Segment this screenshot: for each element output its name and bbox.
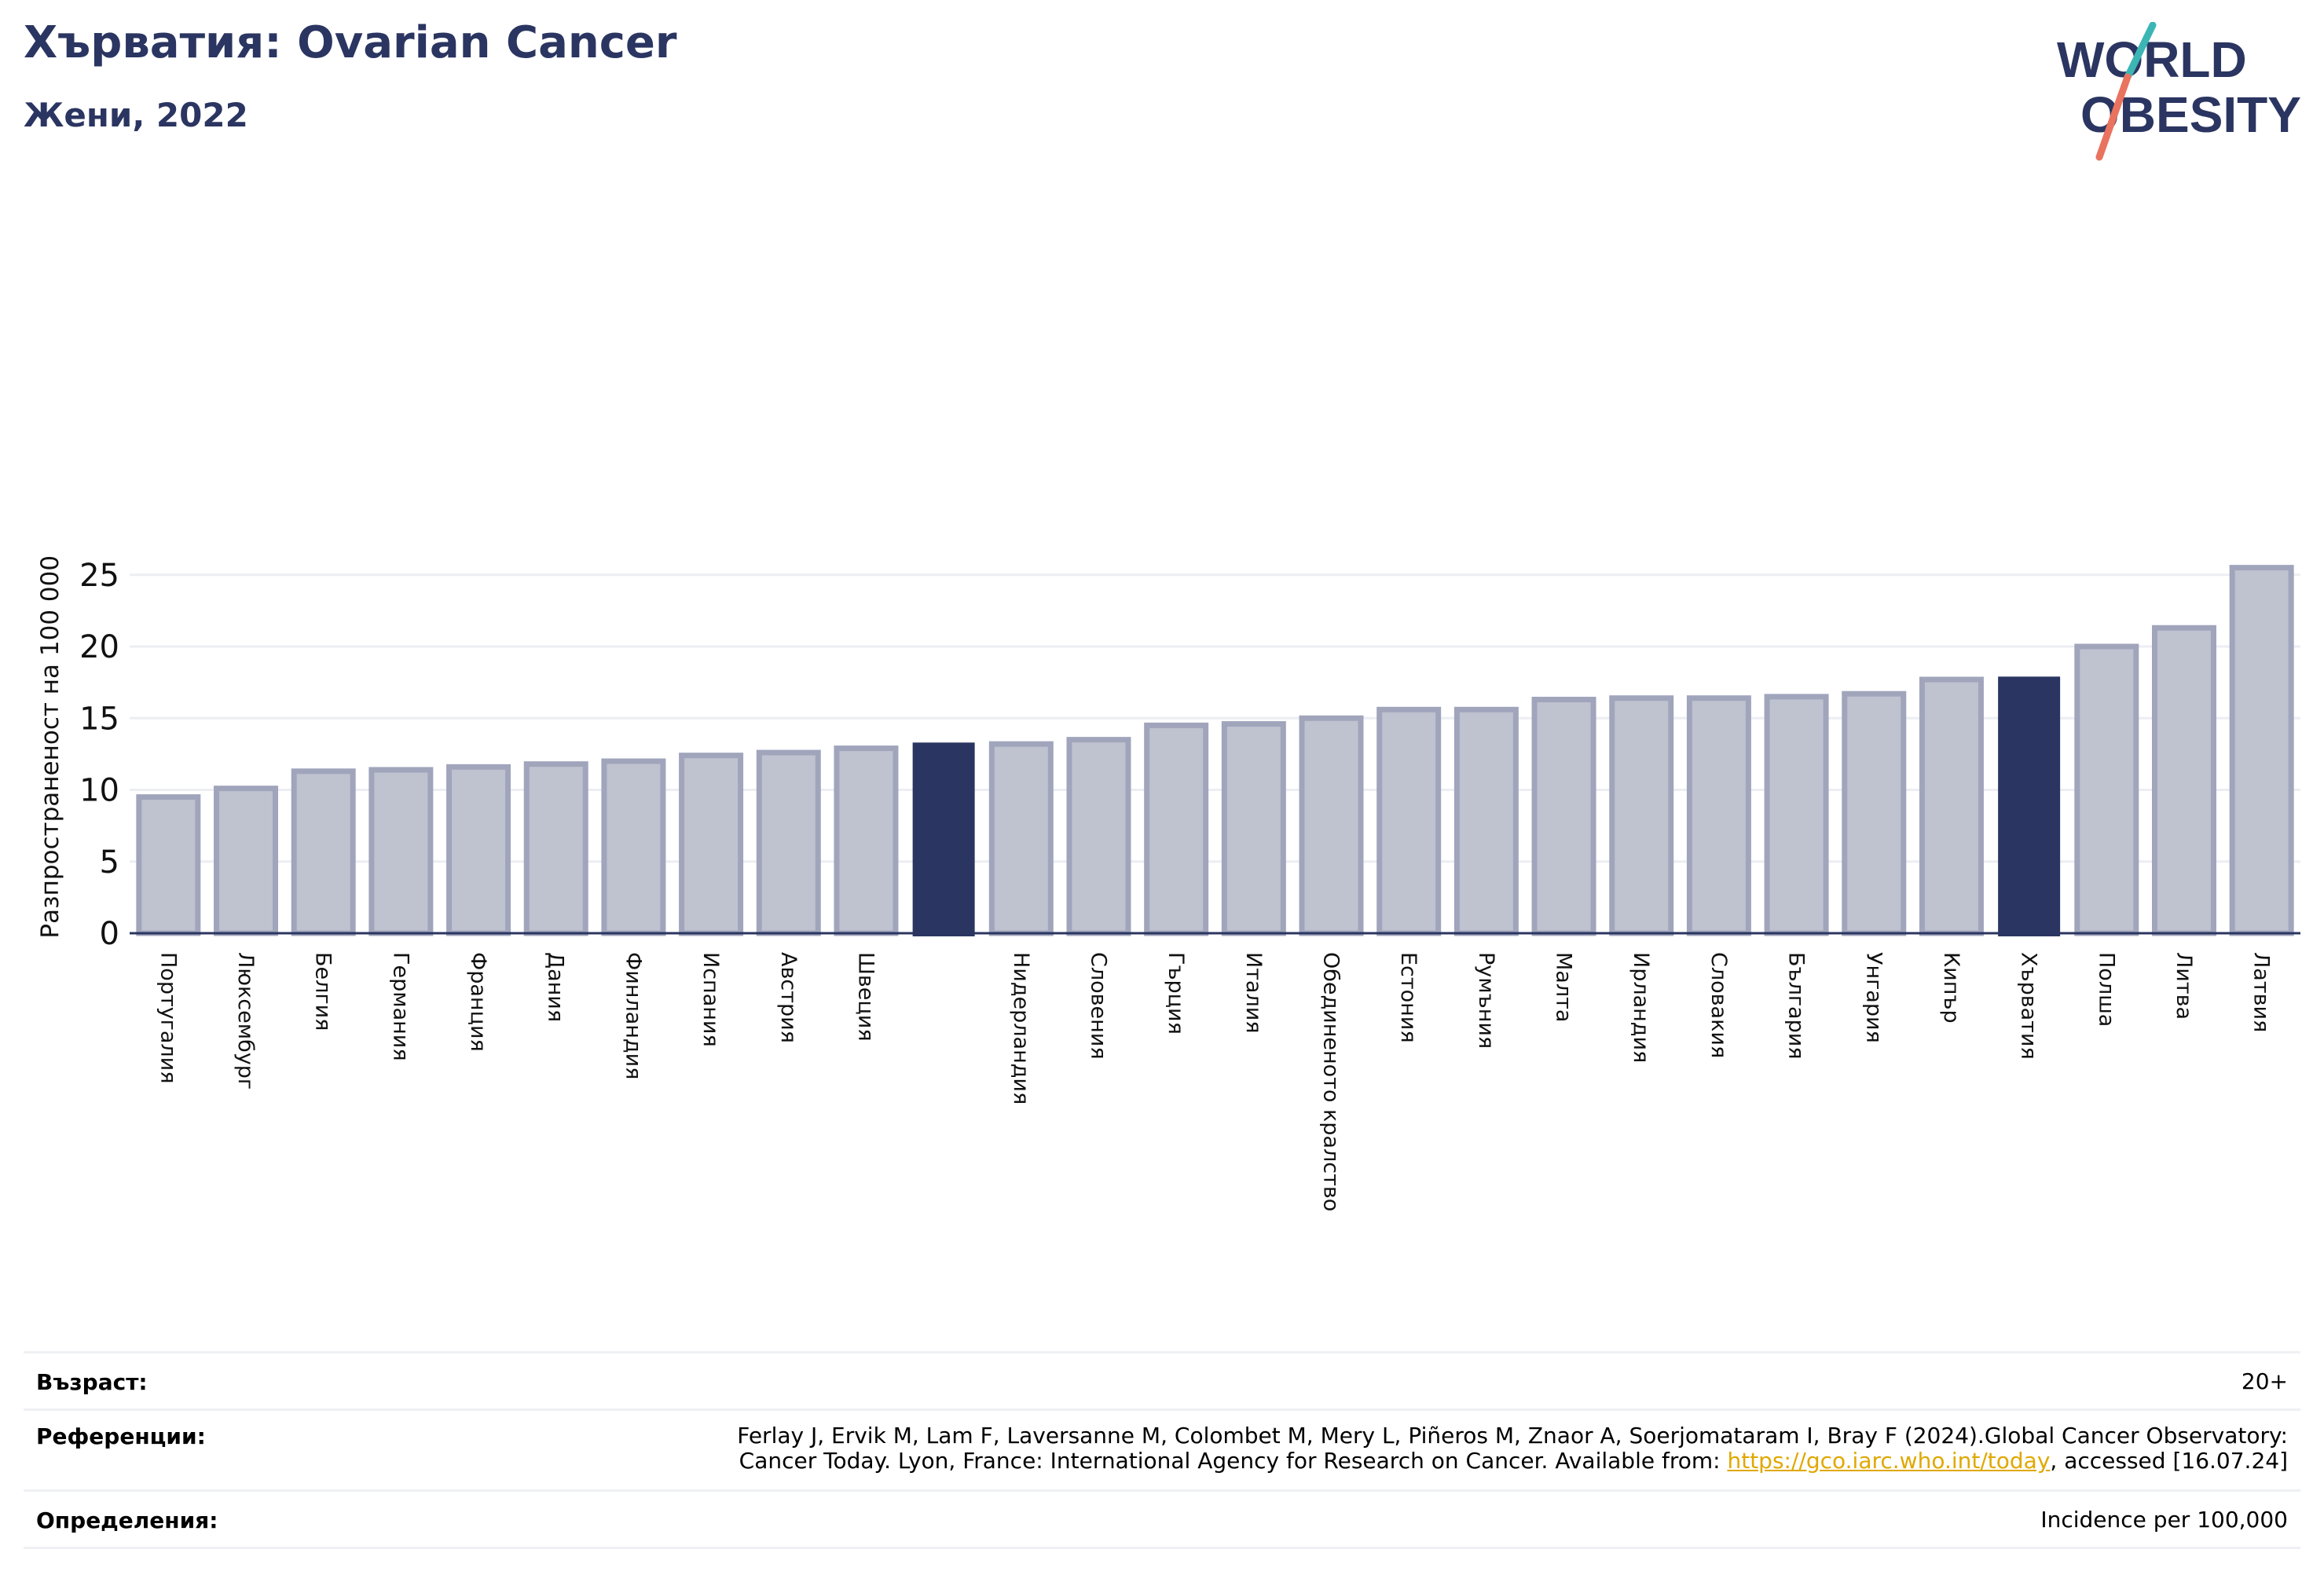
bar [1919,676,1984,936]
x-tick-label: Обединеното кралство [1319,952,1343,1211]
y-tick-label: 25 [79,558,119,594]
y-axis-label: Разпространеност на 100 000 [36,555,64,939]
bar [1376,706,1442,936]
logo-slash-top [2124,22,2157,81]
x-tick-label: Хърватия [2017,952,2041,1060]
x-tick-label: Естония [1396,952,1420,1043]
logo-word-world: WORLD [2057,31,2247,88]
bar [988,741,1054,936]
y-tick-label: 10 [79,773,119,809]
x-tick-label: България [1784,952,1809,1060]
bar [214,786,279,936]
x-tick-label: Испания [698,952,723,1047]
bar-highlighted [1998,676,2061,936]
y-tick-label: 20 [79,629,119,665]
age-value: 20+ [2241,1368,2288,1394]
bar [1609,695,1674,936]
definitions-row: Определения: Incidence per 100,000 [24,1489,2300,1549]
bar [291,768,356,936]
x-tick-label: Гърция [1164,952,1188,1035]
references-line-2: Cancer Today. Lyon, France: Internationa… [737,1449,2288,1474]
bar [368,767,434,936]
logo-slash-bottom [2095,73,2132,161]
x-tick-label: Литва [2172,952,2196,1020]
bar-chart: 0 5 10 15 20 25 Разпространеност на 100 000 Пор… [36,555,2300,1211]
x-tick-label: Австрия [776,952,801,1043]
references-text: Cancer Today. Lyon, France: Internationa… [739,1448,1728,1474]
y-tick-label: 0 [100,916,119,952]
x-tick-label: Латвия [2249,952,2274,1032]
definitions-label: Определения: [36,1507,218,1533]
x-tick-label: Полша [2094,952,2118,1027]
bar [2229,565,2294,936]
chart-subtitle: Жени, 2022 [24,96,248,134]
x-tick-label: Ирландия [1629,952,1653,1063]
bar-highlighted [912,742,975,936]
x-tick-label: Унгария [1861,952,1886,1043]
x-tick-label: Словакия [1706,952,1731,1058]
bar [756,749,821,936]
bar [834,745,899,936]
bar [446,764,511,936]
references-accessed: , accessed [16.07.24] [2050,1448,2288,1474]
definitions-value: Incidence per 100,000 [2040,1507,2288,1533]
bar [2151,625,2216,936]
chart-title: Хърватия: Ovarian Cancer [24,17,677,68]
bar [1686,695,1751,936]
bar [1453,706,1519,936]
bar [1144,722,1209,936]
bar [1299,715,1364,936]
x-tick-label: Румъния [1474,952,1498,1049]
bar [1842,690,1907,936]
x-tick-label: Швеция [853,952,878,1042]
world-obesity-logo: WORLD OBESITY [2057,22,2301,161]
bar [2074,643,2139,936]
references-row: Референции: Ferlay J, Ervik M, Lam F, La… [24,1408,2300,1489]
x-tick-label: Португалия [156,952,180,1083]
x-tick-label: Малта [1552,952,1576,1022]
x-tick-label: Германия [388,952,412,1061]
bar [523,761,588,936]
x-tick-label: Финландия [621,952,645,1079]
y-tick-label: 5 [100,844,119,881]
references-label: Референции: [36,1423,206,1449]
bar [679,753,744,936]
references-link[interactable]: https://gco.iarc.who.int/today [1727,1448,2051,1474]
age-row: Възраст: 20+ [24,1351,2300,1408]
x-tick-label: Дания [544,952,568,1022]
y-tick-label: 15 [79,701,119,737]
x-tick-label: Кипър [1939,952,1963,1024]
bar [136,794,201,936]
metadata-table: Възраст: 20+ Референции: Ferlay J, Ervik… [24,1351,2300,1549]
references-value: Ferlay J, Ervik M, Lam F, Laversanne M, … [737,1423,2288,1474]
x-tick-label: Словения [1086,952,1110,1060]
bar [1764,694,1829,936]
references-line-1: Ferlay J, Ervik M, Lam F, Laversanne M, … [737,1423,2288,1449]
bar [1221,721,1286,936]
x-tick-label: Италия [1241,952,1266,1034]
bar [1066,737,1131,936]
bar [1531,697,1596,936]
x-tick-label: Франция [466,952,490,1052]
bar [601,758,666,936]
x-tick-label: Люксембург [233,952,258,1090]
x-tick-label: Нидерландия [1009,952,1033,1104]
x-tick-label: Белгия [311,952,335,1031]
age-label: Възраст: [36,1369,148,1395]
